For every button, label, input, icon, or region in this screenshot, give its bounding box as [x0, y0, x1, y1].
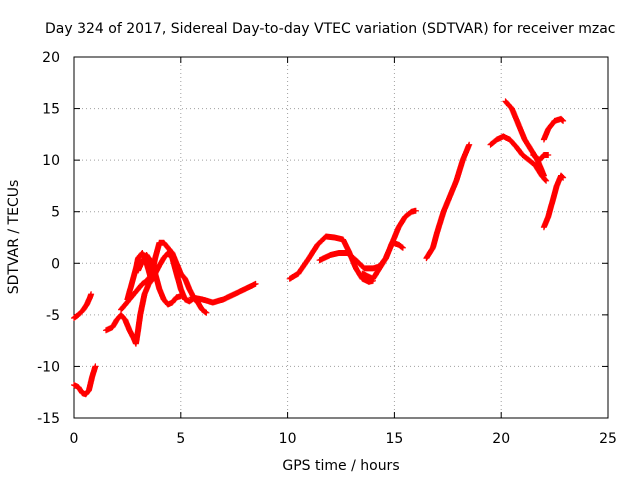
data-point-markers [135, 252, 184, 308]
x-tick-label: 25 [599, 431, 617, 447]
data-point-markers [530, 152, 552, 164]
chart-title: Day 324 of 2017, Sidereal Day-to-day VTE… [45, 21, 615, 37]
data-series-arc10 [359, 207, 419, 282]
y-tick-label: 0 [51, 256, 60, 272]
data-series-arc5 [135, 252, 184, 308]
x-tick-label: 20 [492, 431, 510, 447]
data-series-arc6 [118, 272, 154, 313]
x-tick-label: 0 [70, 431, 79, 447]
data-point-markers [71, 291, 95, 321]
y-axis-ticks: -15 -10 -5 0 5 10 15 20 [37, 50, 608, 427]
data-point-markers [540, 172, 567, 231]
y-axis-label: SDTVAR / TECUs [6, 180, 22, 295]
y-tick-label: -15 [37, 411, 60, 427]
data-point-markers [359, 207, 419, 282]
data-series-arc11 [423, 141, 473, 262]
data-series-arc7 [188, 280, 259, 306]
y-tick-label: 5 [51, 205, 60, 221]
y-tick-label: 10 [42, 153, 60, 169]
y-tick-label: -10 [37, 359, 60, 375]
data-point-markers [423, 141, 473, 262]
y-tick-label: 20 [42, 50, 60, 66]
data-point-markers [188, 280, 259, 306]
data-series-arc14 [540, 115, 567, 143]
data-series-arc8 [286, 233, 376, 285]
plot-frame [73, 56, 609, 419]
data-series-arc1 [71, 363, 99, 398]
data-series-arc15 [540, 172, 567, 231]
x-tick-label: 15 [385, 431, 403, 447]
x-axis-ticks: 0 5 10 15 20 25 [70, 57, 617, 447]
data-points [71, 98, 567, 398]
x-tick-label: 10 [279, 431, 297, 447]
x-axis-label: GPS time / hours [282, 458, 399, 474]
data-point-markers [540, 115, 567, 143]
data-series-arc2 [71, 291, 95, 321]
y-tick-label: -5 [46, 308, 60, 324]
x-tick-label: 5 [176, 431, 185, 447]
data-point-markers [286, 233, 376, 285]
data-point-markers [71, 363, 99, 398]
y-tick-label: 15 [42, 102, 60, 118]
data-point-markers [118, 272, 154, 313]
data-series-arc16 [530, 152, 552, 164]
